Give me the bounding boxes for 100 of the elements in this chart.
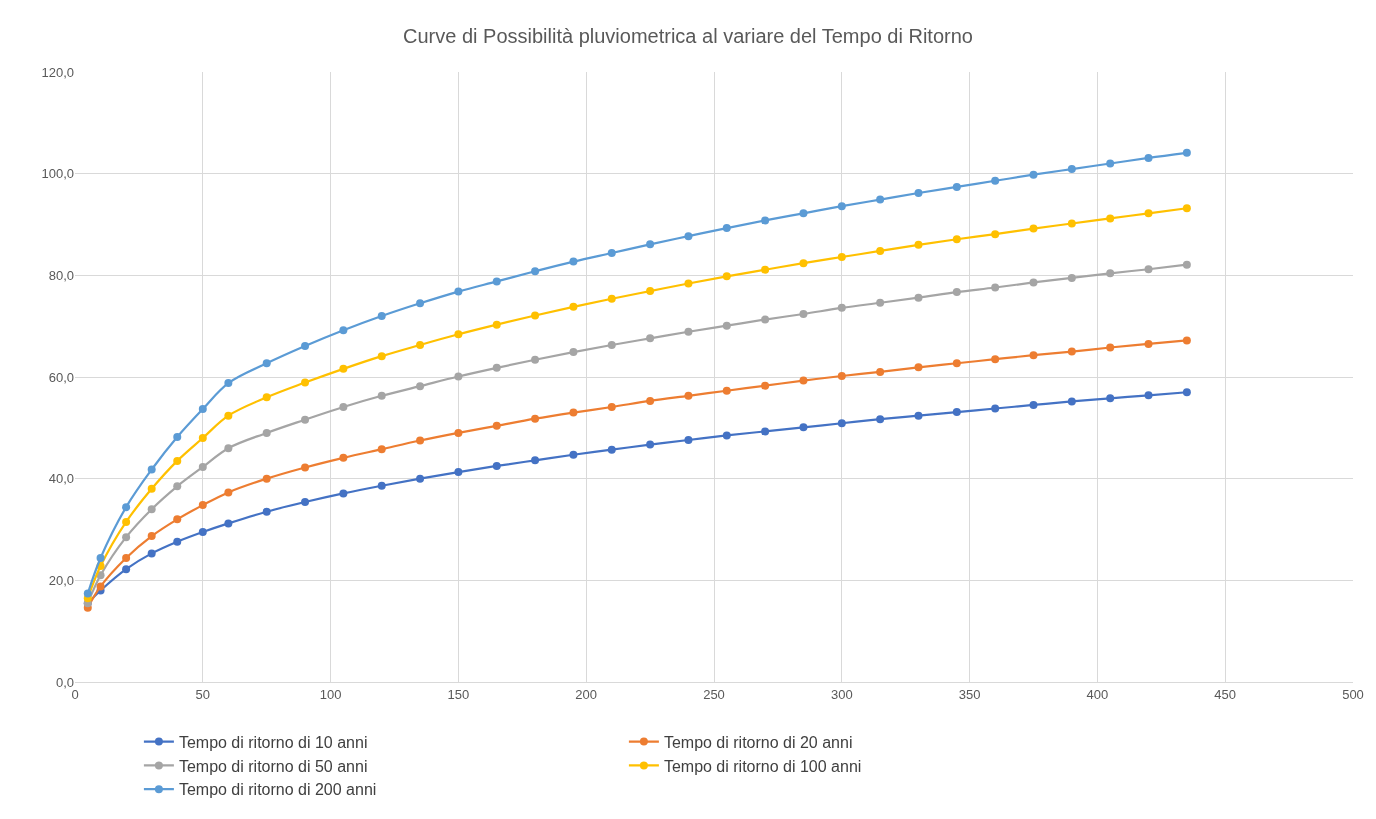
point <box>991 230 1000 239</box>
x-tick-label: 400 <box>1086 686 1109 702</box>
point <box>198 462 207 471</box>
legend-label: Tempo di ritorno di 200 anni <box>178 781 377 799</box>
point <box>122 533 131 542</box>
point <box>684 279 693 288</box>
point <box>607 402 616 411</box>
point <box>1029 170 1038 179</box>
point <box>607 294 616 303</box>
point <box>646 440 655 449</box>
y-tick-label: 120,0 <box>41 64 74 80</box>
point <box>1144 209 1153 218</box>
point <box>198 405 207 414</box>
point <box>1144 391 1153 400</box>
point <box>224 379 233 388</box>
point <box>173 482 182 491</box>
point <box>646 396 655 405</box>
point <box>569 450 578 459</box>
point <box>876 415 885 424</box>
point <box>301 415 310 424</box>
point <box>799 209 808 218</box>
x-tick-label: 500 <box>1342 686 1364 702</box>
point <box>1106 343 1115 352</box>
point <box>722 224 731 233</box>
point <box>339 364 348 373</box>
point <box>914 293 923 302</box>
point <box>952 408 961 417</box>
point <box>876 246 885 255</box>
point <box>262 393 271 402</box>
point <box>876 367 885 376</box>
point <box>684 391 693 400</box>
point <box>1144 265 1153 274</box>
point <box>492 277 501 286</box>
point <box>96 553 105 562</box>
point <box>646 334 655 343</box>
point <box>914 188 923 197</box>
point <box>646 287 655 296</box>
point <box>531 414 540 423</box>
point <box>96 582 105 591</box>
point <box>1067 165 1076 174</box>
point <box>952 288 961 297</box>
point <box>147 505 156 514</box>
point <box>377 352 386 361</box>
point <box>1067 219 1076 228</box>
point <box>198 434 207 442</box>
point <box>339 453 348 462</box>
point <box>492 363 501 372</box>
point <box>1029 278 1038 287</box>
point <box>416 340 425 349</box>
point <box>262 428 271 437</box>
point <box>147 549 156 558</box>
point <box>722 431 731 440</box>
point <box>454 428 463 437</box>
point <box>607 445 616 454</box>
point <box>799 376 808 385</box>
point <box>531 267 540 276</box>
point <box>837 202 846 211</box>
point <box>262 359 271 368</box>
point <box>339 489 348 498</box>
point <box>173 432 182 441</box>
point <box>492 421 501 430</box>
point <box>799 309 808 318</box>
legend-label: Tempo di ritorno di 20 anni <box>663 733 853 751</box>
point <box>224 444 233 453</box>
y-tick-label: 60,0 <box>48 369 74 385</box>
point <box>224 411 233 420</box>
point <box>761 427 770 436</box>
point <box>1182 148 1191 157</box>
point <box>569 257 578 266</box>
point <box>684 436 693 445</box>
point <box>531 355 540 364</box>
point <box>262 507 271 516</box>
y-tick-label: 20,0 <box>48 572 74 588</box>
point <box>147 465 156 474</box>
x-tick-label: 450 <box>1214 686 1237 702</box>
y-tick-label: 40,0 <box>48 471 74 487</box>
point <box>377 391 386 400</box>
point <box>722 272 731 281</box>
point <box>454 330 463 339</box>
point <box>1029 351 1038 360</box>
point <box>416 436 425 445</box>
point <box>198 501 207 510</box>
point <box>914 411 923 420</box>
point <box>607 340 616 349</box>
legend-label: Tempo di ritorno di 10 anni <box>178 733 368 751</box>
x-tick-label: 50 <box>195 686 211 702</box>
point <box>377 312 386 320</box>
point <box>569 302 578 311</box>
point <box>761 265 770 274</box>
point <box>761 381 770 390</box>
point <box>876 298 885 307</box>
point <box>173 515 182 524</box>
point <box>991 176 1000 185</box>
point <box>1144 153 1153 162</box>
point <box>147 532 156 541</box>
point <box>454 372 463 381</box>
point <box>569 348 578 357</box>
point <box>1182 204 1191 213</box>
point <box>1106 394 1115 403</box>
point <box>837 371 846 380</box>
